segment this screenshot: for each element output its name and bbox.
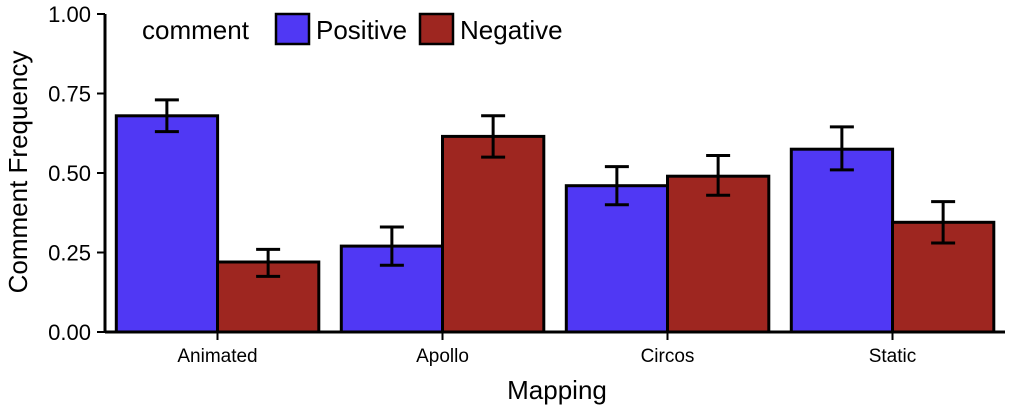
legend-swatch-positive	[274, 12, 311, 46]
error-bars-layer	[154, 98, 956, 278]
x-axis-title: Mapping	[507, 375, 607, 405]
error-bar-circos-positive	[604, 165, 629, 207]
x-tick-label-static: Static	[869, 346, 917, 367]
error-bar-apollo-negative	[481, 114, 506, 159]
error-bar-animated-positive	[154, 98, 179, 134]
y-tick-label: 1.00	[48, 2, 91, 27]
bar-animated-positive	[114, 114, 220, 334]
y-axis-title: Comment Frequency	[3, 51, 33, 294]
x-tick-label-apollo: Apollo	[416, 346, 469, 367]
x-tick-label-circos: Circos	[641, 346, 695, 367]
legend-label-positive: Positive	[316, 15, 407, 45]
error-bar-static-positive	[829, 125, 854, 172]
x-tick-label-animated: Animated	[177, 346, 257, 367]
error-bar-animated-negative	[256, 247, 281, 278]
y-tick-label: 0.75	[48, 82, 91, 107]
y-tick-label: 0.00	[48, 320, 91, 345]
legend-title: comment	[142, 15, 250, 45]
error-bar-circos-negative	[706, 154, 731, 197]
y-tick-label: 0.25	[48, 241, 91, 266]
bar-circos-negative	[666, 174, 771, 334]
error-bar-static-negative	[931, 200, 956, 245]
bar-static-positive	[789, 147, 895, 334]
y-tick-label: 0.50	[48, 161, 91, 186]
axes-layer: Animated Apollo Circos Static 0.00 0.25 0.50 0.…	[48, 2, 1005, 367]
legend-swatch-negative	[418, 12, 455, 46]
bar-circos-positive	[564, 184, 670, 334]
legend: comment Positive Negative	[142, 12, 563, 46]
legend-label-negative: Negative	[460, 15, 563, 45]
error-bar-apollo-positive	[379, 225, 404, 267]
bars-layer	[114, 114, 996, 334]
bar-apollo-negative	[441, 134, 546, 334]
